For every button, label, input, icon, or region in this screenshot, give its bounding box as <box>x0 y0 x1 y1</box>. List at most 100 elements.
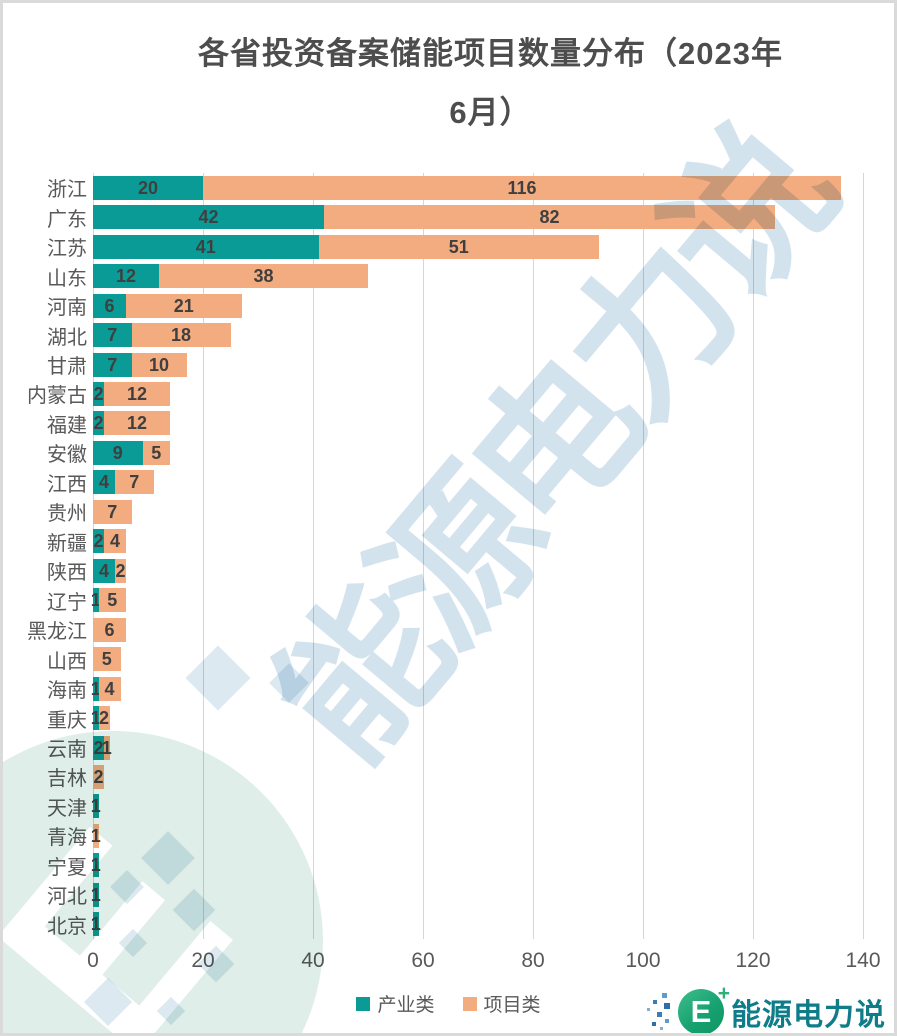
bar-row-湖北: 7 18 <box>93 323 231 348</box>
bar-value-label: 2 <box>93 413 104 434</box>
y-axis-label-安徽: 安徽 <box>47 444 87 467</box>
bar-value-label: 38 <box>253 266 274 287</box>
bar-value-label: 2 <box>93 766 104 787</box>
bar-value-label: 4 <box>98 560 109 581</box>
gridline <box>423 173 424 939</box>
x-axis-tick-label: 120 <box>735 949 771 972</box>
bar-value-label: 21 <box>173 295 194 316</box>
bar-value-label: 7 <box>107 325 118 346</box>
brand-e-letter: E <box>690 993 712 1029</box>
bar-segment-产业类: 41 <box>93 234 319 259</box>
y-axis-label-内蒙古: 内蒙古 <box>27 385 87 408</box>
y-axis-label-宁夏: 宁夏 <box>47 856 87 879</box>
bar-value-label: 7 <box>107 354 118 375</box>
bar-segment-项目类: 4 <box>98 676 121 701</box>
bar-value-label: 18 <box>170 325 192 346</box>
bar-segment-产业类: 2 <box>93 381 104 406</box>
bar-segment-产业类: 4 <box>93 558 115 583</box>
bar-segment-项目类: 5 <box>98 588 126 613</box>
bar-value-label: 5 <box>107 590 118 611</box>
bar-value-label: 1 <box>101 737 112 758</box>
bar-value-label: 51 <box>448 236 469 257</box>
y-axis-label-浙江: 浙江 <box>47 179 87 202</box>
chart-title: 各省投资备案储能项目数量分布（2023年 6月） <box>103 25 878 143</box>
bar-segment-项目类: 51 <box>318 234 599 259</box>
bar-segment-产业类: 2 <box>93 529 104 554</box>
brand-logo: E + 能源电力说 <box>645 982 886 1033</box>
bar-value-label: 20 <box>137 177 159 198</box>
chart-title-line2: 6月） <box>449 94 532 130</box>
bar-segment-项目类: 21 <box>126 293 242 318</box>
y-axis-label-青海: 青海 <box>47 827 87 850</box>
bar-segment-项目类: 2 <box>98 706 110 731</box>
bar-value-label: 1 <box>90 884 101 905</box>
bar-segment-产业类: 7 <box>93 323 132 348</box>
bar-segment-项目类: 10 <box>131 352 187 377</box>
gridline <box>643 173 644 939</box>
bar-value-label: 116 <box>507 177 537 198</box>
y-axis-label-黑龙江: 黑龙江 <box>27 621 87 644</box>
bar-row-山东: 12 38 <box>93 264 368 289</box>
bar-segment-产业类: 12 <box>93 264 159 289</box>
bar-row-甘肃: 7 10 <box>93 352 187 377</box>
bar-value-label: 6 <box>104 619 115 640</box>
bar-value-label: 9 <box>112 442 123 463</box>
x-axis-tick-label: 80 <box>521 949 545 972</box>
brand-dots-icon <box>645 991 671 1033</box>
x-axis-tick-label: 0 <box>87 949 99 972</box>
bar-row-黑龙江: 6 <box>93 617 126 642</box>
bar-value-label: 42 <box>198 207 219 228</box>
bar-value-label: 41 <box>195 236 216 257</box>
x-axis-tick-label: 100 <box>625 949 661 972</box>
bar-row-贵州: 7 <box>93 499 132 524</box>
bar-row-吉林: 2 <box>93 764 104 789</box>
legend-label-project: 项目类 <box>483 995 541 1016</box>
bar-row-北京: 1 <box>91 912 101 937</box>
bar-value-label: 12 <box>126 413 148 434</box>
bar-segment-产业类: 6 <box>93 293 126 318</box>
bar-value-label: 1 <box>90 796 101 817</box>
y-axis-label-福建: 福建 <box>47 414 87 437</box>
bar-segment-产业类: 4 <box>93 470 115 495</box>
x-axis: 0 20 40 60 80 100 120 140 <box>87 949 880 975</box>
x-axis-tick-label: 60 <box>411 949 435 972</box>
y-axis-label-河北: 河北 <box>47 886 87 909</box>
y-axis-label-海南: 海南 <box>47 680 87 703</box>
y-axis-label-吉林: 吉林 <box>47 768 87 791</box>
bar-segment-项目类: 82 <box>324 205 775 230</box>
bar-segment-产业类: 1 <box>91 912 101 937</box>
bar-value-label: 5 <box>151 442 162 463</box>
bar-row-山西: 5 <box>93 647 121 672</box>
bar-row-福建: 2 12 <box>93 411 170 436</box>
y-axis-label-甘肃: 甘肃 <box>47 355 87 378</box>
bar-value-label: 2 <box>115 560 126 581</box>
bar-value-label: 5 <box>101 649 112 670</box>
bar-value-label: 82 <box>539 207 560 228</box>
bar-row-广东: 42 82 <box>93 205 775 230</box>
bar-segment-产业类: 1 <box>91 588 101 613</box>
bar-segment-项目类: 2 <box>115 558 126 583</box>
gridline <box>203 173 204 939</box>
bar-value-label: 2 <box>93 531 104 552</box>
bar-row-青海: 1 <box>91 823 101 848</box>
bar-row-宁夏: 1 <box>90 853 101 878</box>
bar-row-内蒙古: 2 12 <box>93 381 170 406</box>
y-axis-label-山东: 山东 <box>47 267 87 290</box>
gridline <box>93 173 94 939</box>
bar-value-label: 2 <box>93 383 104 404</box>
bar-segment-产业类: 1 <box>91 676 101 701</box>
gridline <box>533 173 534 939</box>
gridline <box>753 173 754 939</box>
bar-segment-项目类: 116 <box>203 175 841 200</box>
bar-value-label: 1 <box>90 855 101 876</box>
y-axis-label-北京: 北京 <box>47 915 87 938</box>
y-axis-label-江苏: 江苏 <box>47 238 87 261</box>
brand-plus-icon: + <box>717 982 730 1005</box>
y-axis-label-云南: 云南 <box>47 738 87 761</box>
bar-segment-项目类: 1 <box>101 735 112 760</box>
bar-segment-产业类: 1 <box>90 794 101 819</box>
